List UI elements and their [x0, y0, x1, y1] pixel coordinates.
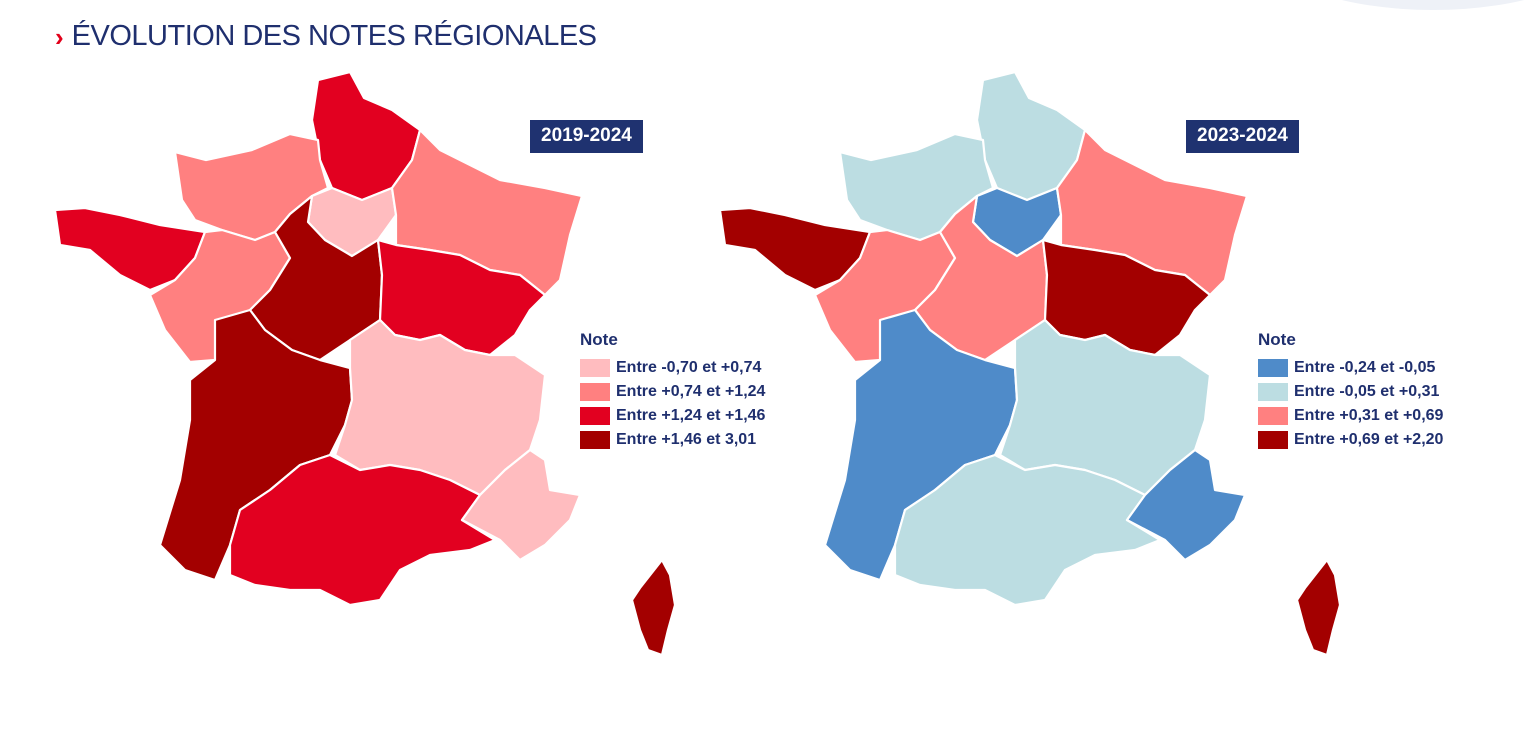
legend-label: Entre +1,24 et +1,46	[616, 407, 766, 424]
legend-item: Entre +1,24 et +1,46	[580, 404, 765, 428]
legend-swatch	[580, 383, 610, 401]
legend-swatch	[580, 407, 610, 425]
legend-2019-2024: Note Entre -0,70 et +0,74 Entre +0,74 et…	[580, 330, 765, 452]
legend-label: Entre +0,74 et +1,24	[616, 383, 766, 400]
legend-title: Note	[1258, 330, 1296, 349]
legend-item: Entre +0,31 et +0,69	[1258, 404, 1443, 428]
title-row: › ÉVOLUTION DES NOTES RÉGIONALES	[55, 22, 597, 51]
period-badge-2019-2024: 2019-2024	[530, 120, 643, 153]
legend-item: Entre +1,46 et 3,01	[580, 428, 765, 452]
legend-item: Entre +0,69 et +2,20	[1258, 428, 1443, 452]
legend-item: Entre -0,24 et -0,05	[1258, 356, 1443, 380]
chevron-right-icon: ›	[55, 21, 64, 52]
legend-item: Entre +0,74 et +1,24	[580, 380, 765, 404]
region-provence-alpes-cote-d-azur	[460, 448, 582, 562]
legend-label: Entre +0,69 et +2,20	[1294, 431, 1444, 448]
map-2023-2024	[718, 70, 1342, 657]
legend-label: Entre -0,05 et +0,31	[1294, 383, 1440, 400]
region-provence-alpes-cote-d-azur	[1125, 448, 1247, 562]
region-corse	[630, 558, 677, 657]
legend-2023-2024: Note Entre -0,24 et -0,05 Entre -0,05 et…	[1258, 330, 1443, 452]
legend-swatch	[1258, 359, 1288, 377]
page-title: ÉVOLUTION DES NOTES RÉGIONALES	[71, 20, 597, 52]
map-2019-2024	[53, 70, 677, 657]
legend-label: Entre -0,24 et -0,05	[1294, 359, 1436, 376]
legend-label: Entre -0,70 et +0,74	[616, 359, 762, 376]
period-badge-2023-2024: 2023-2024	[1186, 120, 1299, 153]
legend-swatch	[1258, 407, 1288, 425]
legend-item: Entre -0,70 et +0,74	[580, 356, 765, 380]
region-corse	[1295, 558, 1342, 657]
legend-swatch	[580, 431, 610, 449]
region-occitanie	[228, 453, 497, 607]
legend-swatch	[1258, 383, 1288, 401]
legend-label: Entre +0,31 et +0,69	[1294, 407, 1444, 424]
legend-title: Note	[580, 330, 618, 349]
legend-swatch	[1258, 431, 1288, 449]
legend-item: Entre -0,05 et +0,31	[1258, 380, 1443, 404]
region-occitanie	[893, 453, 1162, 607]
corner-decoration	[1268, 0, 1538, 10]
legend-swatch	[580, 359, 610, 377]
legend-label: Entre +1,46 et 3,01	[616, 431, 757, 448]
